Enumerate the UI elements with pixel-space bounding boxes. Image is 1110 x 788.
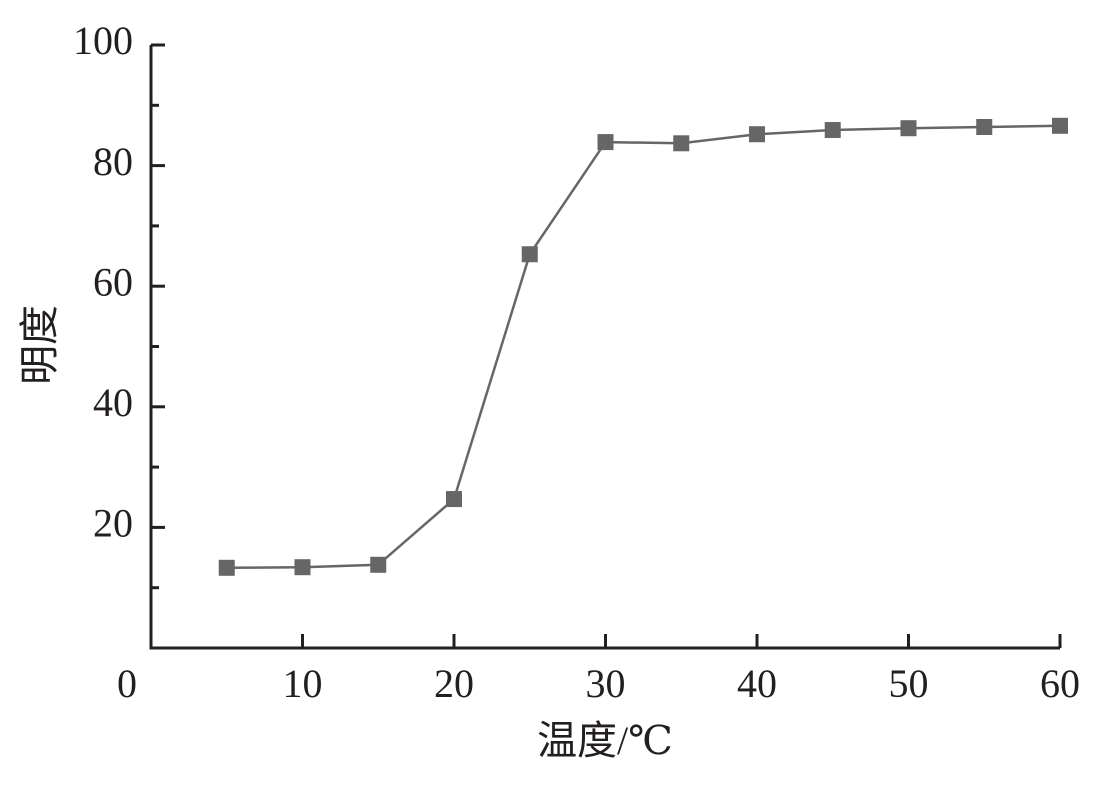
y-axis-label: 明度 (17, 305, 62, 385)
data-point (1052, 117, 1068, 134)
x-tick-label: 60 (1040, 661, 1080, 706)
y-tick-label: 60 (93, 259, 133, 304)
x-tick-label: 20 (434, 661, 474, 706)
y-tick-label: 100 (73, 18, 133, 63)
x-tick-label: 10 (283, 661, 323, 706)
data-point (370, 556, 387, 573)
x-tick-label: 0 (117, 661, 137, 706)
data-point (218, 559, 235, 576)
x-axis-label: 温度/℃ (537, 718, 673, 763)
y-tick-label: 40 (93, 380, 133, 425)
y-tick-label: 20 (93, 501, 133, 546)
data-point (446, 491, 462, 508)
data-point (521, 246, 538, 263)
y-tick-label: 80 (93, 139, 133, 184)
data-point (673, 135, 690, 152)
data-point (749, 126, 765, 143)
data-line (226, 124, 1061, 570)
data-point (294, 559, 311, 576)
x-tick-label: 40 (737, 661, 777, 706)
x-tick-label: 30 (586, 661, 626, 706)
data-point (900, 120, 917, 137)
data-point (597, 134, 614, 151)
x-tick-label: 50 (889, 661, 929, 706)
data-point (824, 122, 841, 139)
data-point (976, 119, 993, 136)
